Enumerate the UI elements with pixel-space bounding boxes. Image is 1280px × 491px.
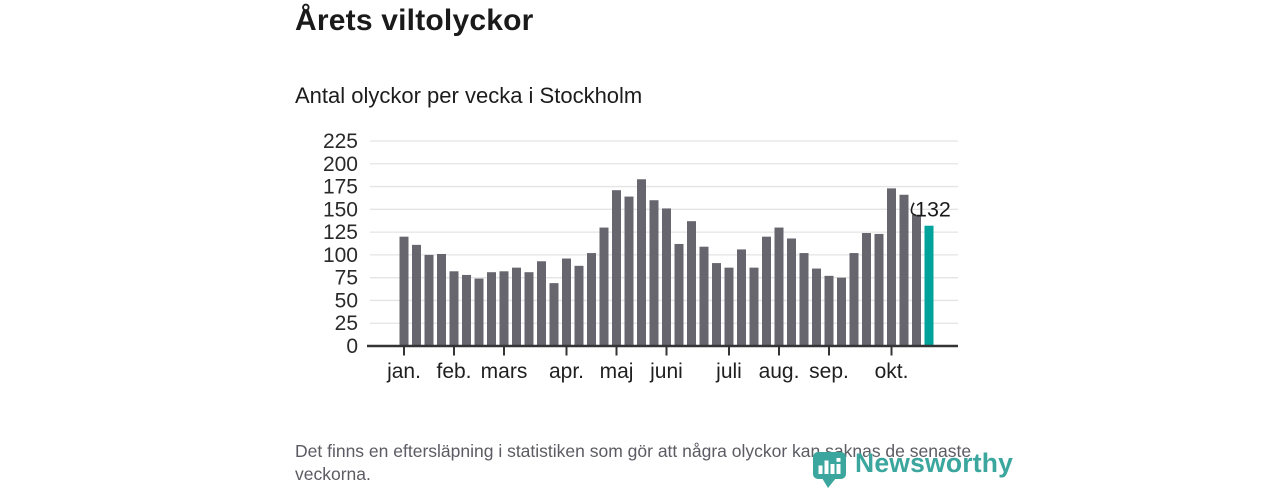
- bar: [487, 272, 496, 346]
- highlighted-bar: [924, 225, 934, 346]
- bar: [499, 271, 509, 346]
- x-axis-month-label: feb.: [436, 360, 471, 383]
- footnote-text: Det finns en eftersläpning i statistiken…: [295, 441, 972, 485]
- y-axis-tick-label: 150: [323, 198, 358, 221]
- bar: [512, 267, 521, 346]
- x-axis-month-label: maj: [600, 360, 634, 383]
- y-axis-tick-label: 0: [346, 335, 358, 358]
- bar: [774, 227, 784, 346]
- bar: [862, 233, 871, 346]
- bar: [812, 268, 821, 346]
- bar: [437, 253, 446, 346]
- y-axis-tick-label: 50: [335, 289, 358, 312]
- bar: [424, 254, 434, 346]
- bar: [587, 253, 596, 346]
- newsworthy-pin-icon: [813, 452, 846, 488]
- bar: [524, 272, 534, 346]
- y-axis-tick-label: 125: [323, 221, 358, 244]
- y-axis-tick-label: 225: [323, 130, 358, 153]
- bar: [899, 194, 909, 346]
- bar: [712, 263, 721, 346]
- bar: [624, 196, 634, 346]
- x-axis-month-label: apr.: [549, 360, 584, 383]
- bar: [462, 274, 471, 346]
- bar: [749, 267, 759, 346]
- x-axis-month-label: mars: [481, 360, 528, 383]
- bar: [762, 236, 771, 346]
- bar: [874, 233, 884, 346]
- bar: [537, 261, 546, 346]
- x-axis-month-label: juli: [715, 360, 742, 383]
- x-axis-month-label: jan.: [386, 360, 421, 383]
- bar: [799, 253, 809, 346]
- bar: [887, 188, 896, 346]
- bar: [574, 265, 584, 346]
- x-axis-month-label: sep.: [809, 360, 849, 383]
- bar: [849, 253, 859, 346]
- bar: [912, 214, 921, 346]
- x-axis-month-label: okt.: [875, 360, 909, 383]
- y-axis-tick-label: 200: [323, 153, 358, 176]
- y-axis-tick-label: 175: [323, 176, 358, 199]
- bar: [674, 243, 684, 346]
- highlight-value-label: 132: [915, 198, 951, 222]
- newsworthy-logo: Newsworthy: [812, 448, 1014, 488]
- bar: [599, 227, 609, 346]
- bar: [662, 208, 671, 346]
- bar: [824, 275, 834, 346]
- page-title: Årets viltolyckor: [295, 4, 534, 37]
- bar: [549, 283, 559, 346]
- bar: [649, 200, 659, 346]
- bar: [637, 179, 646, 346]
- chart-subtitle: Antal olyckor per vecka i Stockholm: [295, 83, 643, 108]
- bar: [687, 221, 696, 346]
- bar: [737, 249, 746, 346]
- x-axis-month-label: juni: [649, 360, 683, 383]
- y-axis-tick-label: 75: [335, 267, 358, 290]
- bar: [449, 271, 459, 346]
- bar: [562, 258, 571, 346]
- bar: [474, 278, 484, 346]
- bar: [612, 190, 621, 346]
- newsworthy-logo-text: Newsworthy: [855, 448, 1014, 478]
- bar: [412, 244, 421, 346]
- x-axis-month-label: aug.: [759, 360, 800, 383]
- y-axis-tick-label: 100: [323, 244, 358, 267]
- bar: [837, 277, 846, 346]
- bar: [399, 236, 409, 346]
- bar: [787, 238, 796, 346]
- bar: [724, 267, 734, 346]
- bar: [699, 246, 709, 346]
- y-axis-tick-label: 25: [335, 312, 358, 335]
